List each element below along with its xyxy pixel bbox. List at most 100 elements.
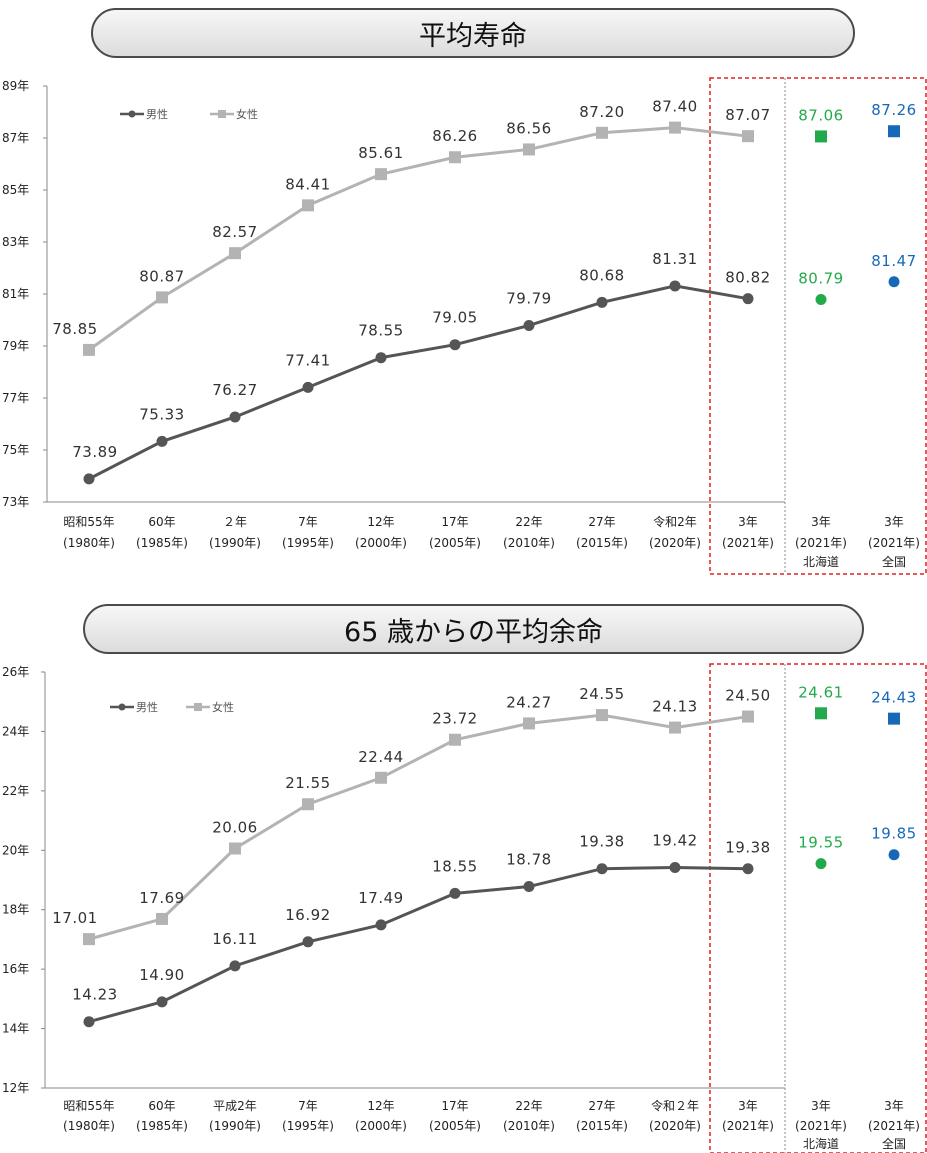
le65-hokkaido-female-label: 24.61 bbox=[798, 683, 843, 701]
le65-male-data-label: 18.78 bbox=[506, 851, 551, 869]
le-female-point bbox=[229, 247, 241, 260]
le65-male-data-label: 14.90 bbox=[139, 966, 184, 984]
le65-x-tick-label: (2015年) bbox=[576, 1119, 628, 1133]
le65-hokkaido-male-point bbox=[815, 858, 827, 870]
le65-x-tick-label: 全国 bbox=[882, 1136, 906, 1151]
le65-male-data-label: 19.38 bbox=[725, 839, 770, 857]
le65-x-tick-label: (2010年) bbox=[503, 1119, 555, 1133]
le65-y-tick-label: 12年 bbox=[2, 1081, 29, 1095]
le-x-tick-label: (2021年) bbox=[868, 536, 920, 550]
le-x-tick-label: 北海道 bbox=[803, 554, 839, 569]
le-x-tick-label: 全国 bbox=[882, 554, 906, 569]
le65-female-data-label: 22.44 bbox=[358, 748, 403, 766]
le65-y-tick-label: 24年 bbox=[2, 724, 29, 738]
le65-x-tick-label: 22年 bbox=[515, 1099, 542, 1113]
le-male-point bbox=[449, 339, 461, 351]
le65-female-data-label: 23.72 bbox=[432, 710, 477, 728]
le65-x-tick-label: (1980年) bbox=[63, 1119, 115, 1133]
le65-series-female-line bbox=[88, 713, 749, 941]
le65-female-point bbox=[229, 842, 241, 855]
le-x-tick-label: 7年 bbox=[298, 515, 318, 529]
le65-male-point bbox=[742, 863, 754, 875]
le-female-point bbox=[302, 199, 314, 212]
le65-male-data-label: 14.23 bbox=[72, 986, 117, 1004]
le-x-tick-label: (2000年) bbox=[355, 536, 407, 550]
le-y-tick-label: 75年 bbox=[2, 443, 29, 457]
le65-hokkaido-female-point bbox=[815, 707, 827, 720]
le-hokkaido-male-label: 80.79 bbox=[798, 269, 843, 287]
le65-female-point bbox=[83, 933, 95, 946]
le65-male-point bbox=[449, 887, 461, 899]
le-male-point bbox=[156, 435, 168, 447]
le-female-data-label: 86.56 bbox=[506, 119, 551, 137]
le-hokkaido-male-point bbox=[815, 293, 827, 305]
le-y-tick-label: 79年 bbox=[2, 339, 29, 353]
le-male-data-label: 79.79 bbox=[506, 289, 551, 307]
le65-male-point bbox=[375, 919, 387, 931]
le-series-female-line bbox=[88, 126, 749, 352]
le-x-tick-label: (2021年) bbox=[722, 536, 774, 550]
le-legend-male-marker bbox=[128, 110, 136, 118]
le-x-tick-label: 3年 bbox=[884, 515, 904, 529]
le65-male-data-label: 18.55 bbox=[432, 857, 477, 875]
le-x-tick-label: 3年 bbox=[738, 515, 758, 529]
le-female-point bbox=[523, 143, 535, 156]
le-x-tick-label: (1985年) bbox=[136, 536, 188, 550]
le65-male-data-label: 19.38 bbox=[579, 833, 624, 851]
le65-female-data-label: 24.55 bbox=[579, 685, 624, 703]
le-male-point bbox=[742, 293, 754, 305]
le65-x-tick-label: (2021年) bbox=[795, 1119, 847, 1133]
le65-male-point bbox=[156, 996, 168, 1008]
le-hokkaido-female-point bbox=[815, 130, 827, 143]
le-legend-male-label: 男性 bbox=[146, 107, 168, 121]
le-male-point bbox=[523, 319, 535, 331]
le-y-tick-label: 85年 bbox=[2, 183, 29, 197]
le-female-data-label: 87.20 bbox=[579, 103, 624, 121]
le65-female-point bbox=[302, 798, 314, 811]
le65-national-male-point bbox=[888, 849, 900, 861]
le-x-tick-label: ２年 bbox=[223, 515, 247, 529]
chart-title-life-expectancy: 平均寿命 bbox=[91, 8, 855, 58]
le65-female-point bbox=[449, 733, 461, 746]
le-female-point bbox=[156, 291, 168, 304]
le-series-male-line bbox=[88, 284, 749, 481]
le-x-tick-label: 令和2年 bbox=[653, 514, 697, 529]
le-female-point bbox=[449, 151, 461, 164]
le-x-tick-label: 12年 bbox=[367, 515, 394, 529]
le65-male-point bbox=[229, 960, 241, 972]
le-y-tick-label: 83年 bbox=[2, 235, 29, 249]
le65-female-data-label: 24.13 bbox=[652, 698, 697, 716]
le65-female-data-label: 20.06 bbox=[212, 819, 257, 837]
le-female-data-label: 84.41 bbox=[285, 175, 330, 193]
le65-x-tick-label: (1995年) bbox=[282, 1119, 334, 1133]
le-male-point bbox=[229, 411, 241, 423]
le-x-tick-label: 3年 bbox=[811, 515, 831, 529]
le65-highlight-box bbox=[709, 663, 927, 1153]
le-male-point bbox=[596, 296, 608, 308]
le65-x-tick-label: 7年 bbox=[298, 1099, 318, 1113]
le65-y-tick-label: 22年 bbox=[2, 784, 29, 798]
le65-male-point bbox=[302, 936, 314, 948]
le-female-data-label: 80.87 bbox=[139, 267, 184, 285]
le-x-tick-label: 22年 bbox=[515, 515, 542, 529]
le-y-tick-label: 81年 bbox=[2, 287, 29, 301]
le-y-tick-label: 87年 bbox=[2, 131, 29, 145]
le65-x-tick-label: (2000年) bbox=[355, 1119, 407, 1133]
le65-national-female-point bbox=[888, 712, 900, 725]
le65-legend-female-label: 女性 bbox=[212, 700, 234, 714]
le-female-data-label: 85.61 bbox=[358, 144, 403, 162]
le65-series-male-line bbox=[88, 866, 749, 1024]
le-male-data-label: 80.68 bbox=[579, 266, 624, 284]
le-female-point bbox=[83, 343, 95, 356]
le65-female-point bbox=[742, 710, 754, 723]
le-male-data-label: 78.55 bbox=[358, 322, 403, 340]
le65-y-tick-label: 14年 bbox=[2, 1022, 29, 1036]
le65-x-tick-label: (2021年) bbox=[868, 1119, 920, 1133]
le65-legend-male-label: 男性 bbox=[136, 700, 158, 714]
le-legend-female-label: 女性 bbox=[236, 107, 258, 121]
chart-title-life-expectancy-at-65: 65 歳からの平均余命 bbox=[83, 604, 864, 654]
le-female-point bbox=[596, 126, 608, 139]
le65-male-data-label: 16.92 bbox=[285, 906, 330, 924]
le65-x-tick-label: (1990年) bbox=[209, 1119, 261, 1133]
le-male-point bbox=[669, 280, 681, 292]
